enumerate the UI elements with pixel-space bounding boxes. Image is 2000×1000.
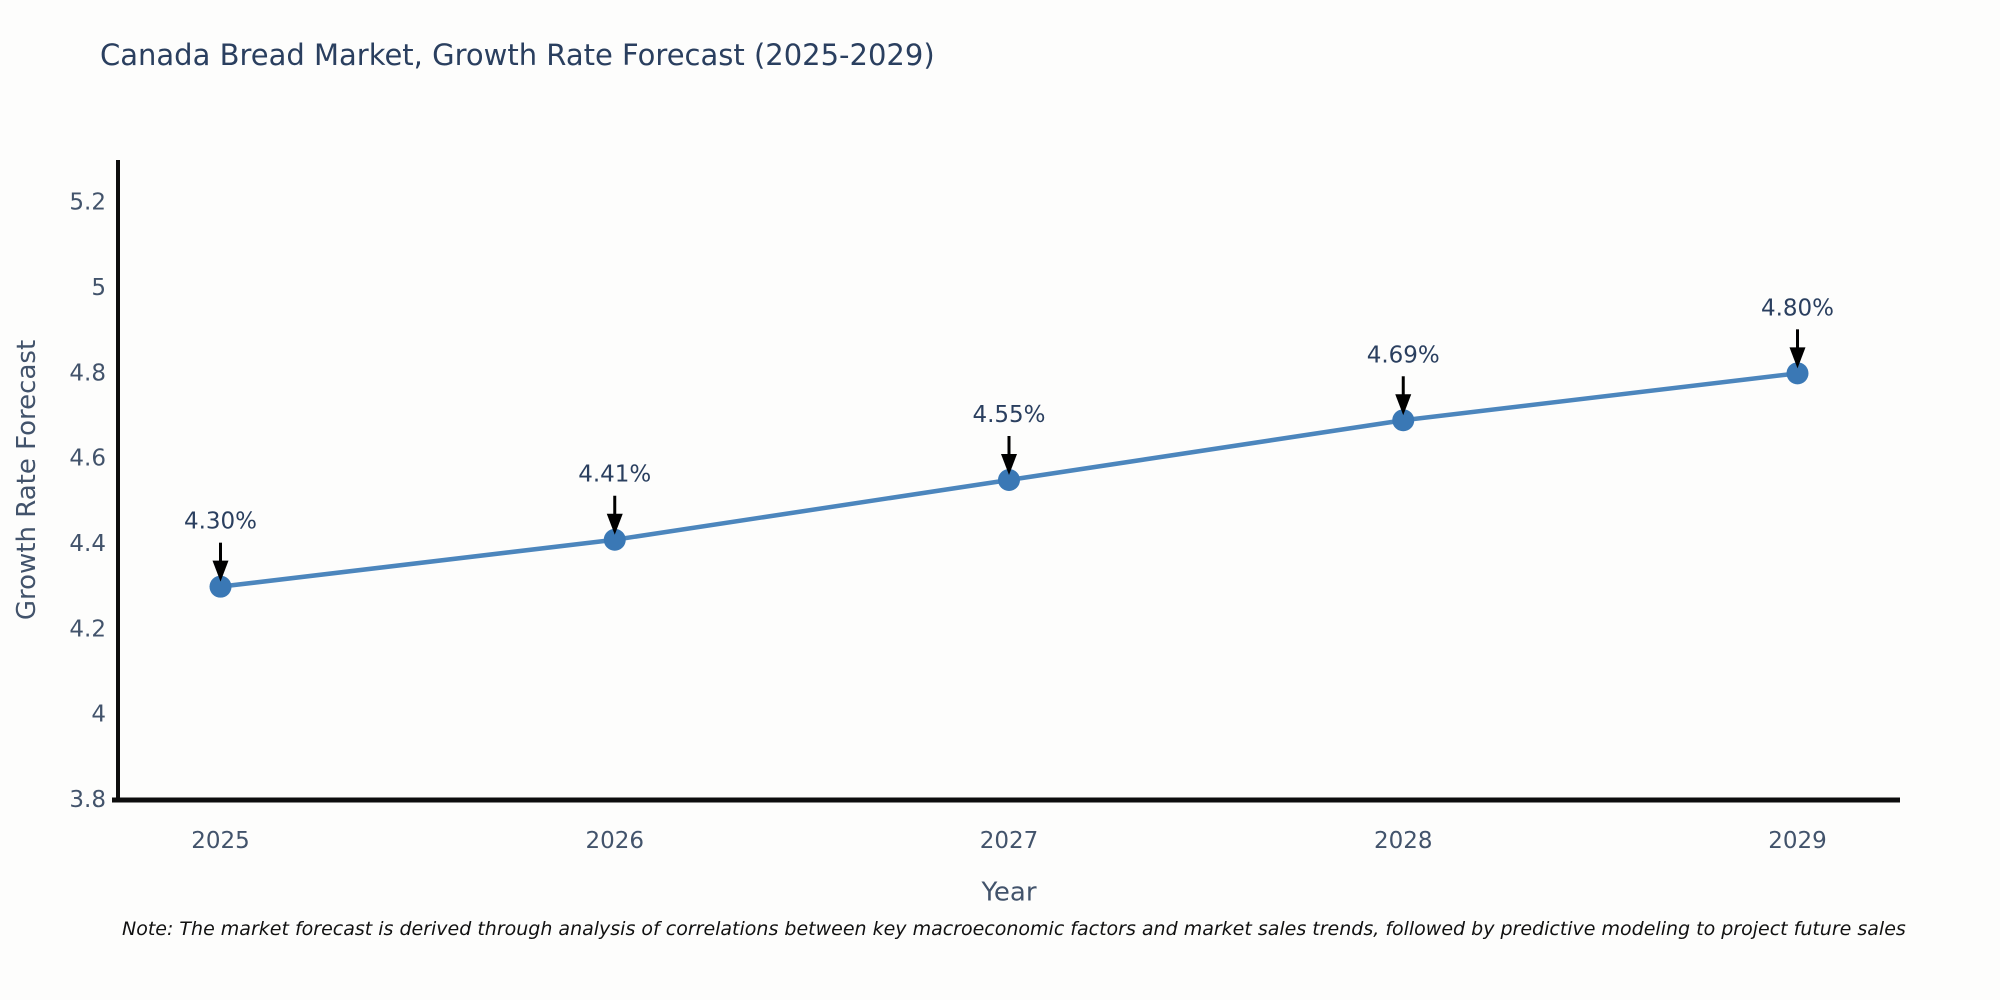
y-tick-label: 4.4 <box>69 531 106 557</box>
data-point-marker[interactable] <box>1392 409 1415 432</box>
y-tick-label: 4 <box>91 702 106 728</box>
x-tick-label: 2027 <box>980 828 1039 854</box>
y-tick-label: 4.2 <box>69 616 106 642</box>
x-axis-title: Year <box>980 877 1036 907</box>
chart-title: Canada Bread Market, Growth Rate Forecas… <box>100 38 935 72</box>
annotation-arrowhead <box>606 513 623 535</box>
data-point-label: 4.69% <box>1367 342 1440 368</box>
y-tick-label: 4.6 <box>69 446 106 472</box>
y-tick-label: 5 <box>91 275 106 301</box>
y-axis-title: Growth Rate Forecast <box>12 340 42 620</box>
data-point-label: 4.55% <box>972 402 1045 428</box>
annotation-arrowhead <box>212 560 229 582</box>
data-point-marker[interactable] <box>209 575 232 598</box>
x-tick-label: 2025 <box>191 828 250 854</box>
annotation-arrowhead <box>1789 347 1806 369</box>
data-point-marker[interactable] <box>1786 362 1809 385</box>
x-tick-label: 2028 <box>1374 828 1433 854</box>
x-tick-label: 2026 <box>585 828 644 854</box>
data-point-label: 4.30% <box>184 509 257 535</box>
y-tick-label: 3.8 <box>69 787 106 813</box>
x-tick-label: 2029 <box>1768 828 1827 854</box>
chart-footnote: Note: The market forecast is derived thr… <box>122 918 1906 940</box>
data-point-label: 4.80% <box>1761 295 1834 321</box>
annotation-arrowhead <box>1001 454 1017 475</box>
data-point-marker[interactable] <box>998 469 1020 491</box>
data-point-label: 4.41% <box>578 462 651 488</box>
annotation-arrowhead <box>1395 394 1412 416</box>
data-point-marker[interactable] <box>603 528 626 551</box>
y-tick-label: 4.8 <box>69 360 106 386</box>
y-tick-label: 5.2 <box>69 190 106 216</box>
